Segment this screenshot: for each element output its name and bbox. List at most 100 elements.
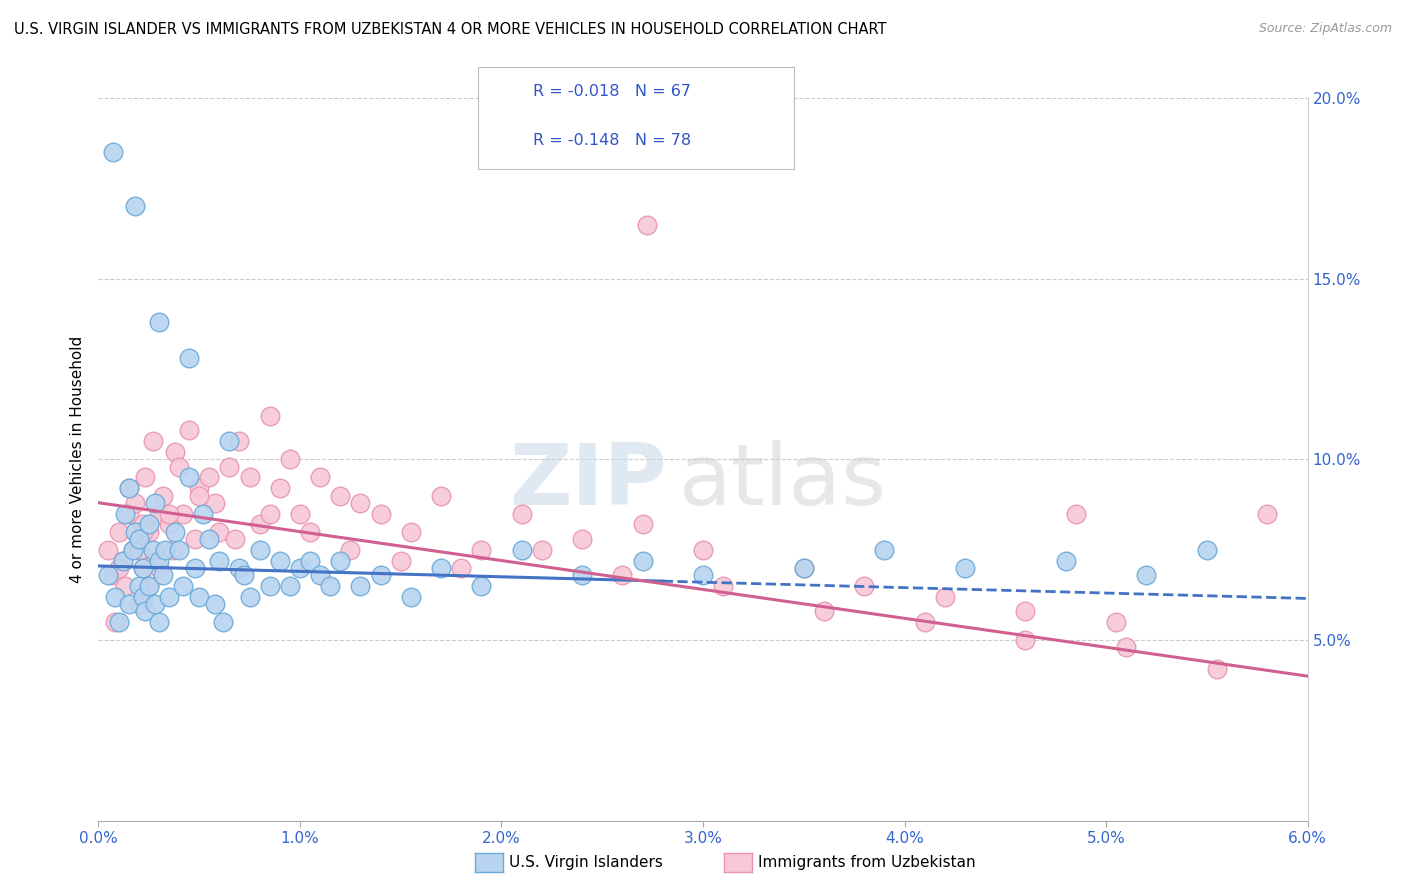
Point (124, 524, 146, 539)
Point (172, 507, 194, 521)
Point (163, 524, 186, 539)
Point (132, 561, 155, 575)
Point (162, 542, 184, 557)
Point (111, 553, 134, 567)
Point (692, 568, 714, 582)
Point (470, 579, 492, 593)
Point (228, 434, 250, 449)
Point (288, 561, 311, 575)
Point (470, 542, 492, 557)
Point (148, 615, 170, 629)
Point (218, 434, 240, 449)
Point (1256, 507, 1278, 521)
Y-axis label: 4 or more Vehicles in Household: 4 or more Vehicles in Household (69, 335, 84, 583)
Point (143, 597, 166, 611)
Point (224, 532, 246, 546)
Point (198, 470, 221, 484)
Point (107, 561, 129, 575)
Point (571, 532, 593, 546)
Point (249, 542, 271, 557)
Text: R = -0.148   N = 78: R = -0.148 N = 78 (533, 134, 690, 148)
Text: ZIP: ZIP (509, 440, 666, 523)
Point (389, 553, 412, 567)
Point (107, 615, 129, 629)
Point (118, 507, 141, 521)
Point (101, 568, 124, 582)
Point (239, 590, 262, 604)
Point (157, 507, 180, 521)
Point (148, 315, 170, 329)
Point (114, 579, 136, 593)
Point (249, 517, 271, 532)
Point (636, 218, 658, 232)
Point (138, 517, 160, 532)
Point (142, 542, 165, 557)
Point (128, 597, 150, 611)
Point (179, 351, 201, 366)
Point (259, 507, 281, 521)
Point (813, 604, 835, 618)
Point (188, 481, 211, 495)
Point (148, 561, 170, 575)
Point (259, 409, 281, 423)
Point (153, 542, 176, 557)
Point (132, 561, 155, 575)
Text: U.S. VIRGIN ISLANDER VS IMMIGRANTS FROM UZBEKISTAN 4 OR MORE VEHICLES IN HOUSEHO: U.S. VIRGIN ISLANDER VS IMMIGRANTS FROM … (14, 22, 887, 37)
Point (118, 481, 141, 495)
Point (121, 542, 143, 557)
Point (114, 507, 136, 521)
Point (167, 459, 190, 474)
Point (399, 590, 422, 604)
Point (204, 597, 226, 611)
Text: R = -0.018   N = 67: R = -0.018 N = 67 (533, 85, 690, 99)
Point (612, 568, 634, 582)
Point (349, 496, 371, 510)
Point (692, 542, 714, 557)
Point (278, 452, 301, 467)
Point (97, 542, 120, 557)
Point (157, 517, 180, 532)
Point (571, 568, 593, 582)
Point (1195, 542, 1218, 557)
Point (1135, 568, 1157, 582)
Point (152, 489, 174, 503)
Point (152, 568, 174, 582)
Point (239, 470, 262, 484)
Point (914, 615, 936, 629)
Point (118, 481, 141, 495)
Point (631, 517, 654, 532)
Point (143, 553, 166, 567)
Point (1054, 553, 1077, 567)
Point (188, 489, 211, 503)
Point (103, 615, 125, 629)
Point (228, 561, 250, 575)
Point (873, 542, 896, 557)
Point (309, 470, 332, 484)
Point (188, 590, 211, 604)
Point (329, 553, 352, 567)
Point (184, 532, 207, 546)
Point (793, 561, 815, 575)
Point (179, 470, 201, 484)
Point (339, 542, 361, 557)
Point (198, 532, 221, 546)
Point (399, 524, 422, 539)
Text: Source: ZipAtlas.com: Source: ZipAtlas.com (1258, 22, 1392, 36)
Point (793, 561, 815, 575)
Text: Immigrants from Uzbekistan: Immigrants from Uzbekistan (758, 855, 976, 870)
Point (953, 561, 976, 575)
Point (111, 553, 134, 567)
Point (138, 579, 160, 593)
Point (107, 524, 129, 539)
Point (288, 507, 311, 521)
Point (450, 561, 472, 575)
Point (118, 597, 141, 611)
Point (278, 579, 301, 593)
Point (148, 553, 170, 567)
Point (212, 615, 235, 629)
Point (132, 517, 155, 532)
Point (204, 496, 226, 510)
Point (1206, 662, 1229, 676)
Point (1064, 507, 1087, 521)
Point (269, 481, 291, 495)
